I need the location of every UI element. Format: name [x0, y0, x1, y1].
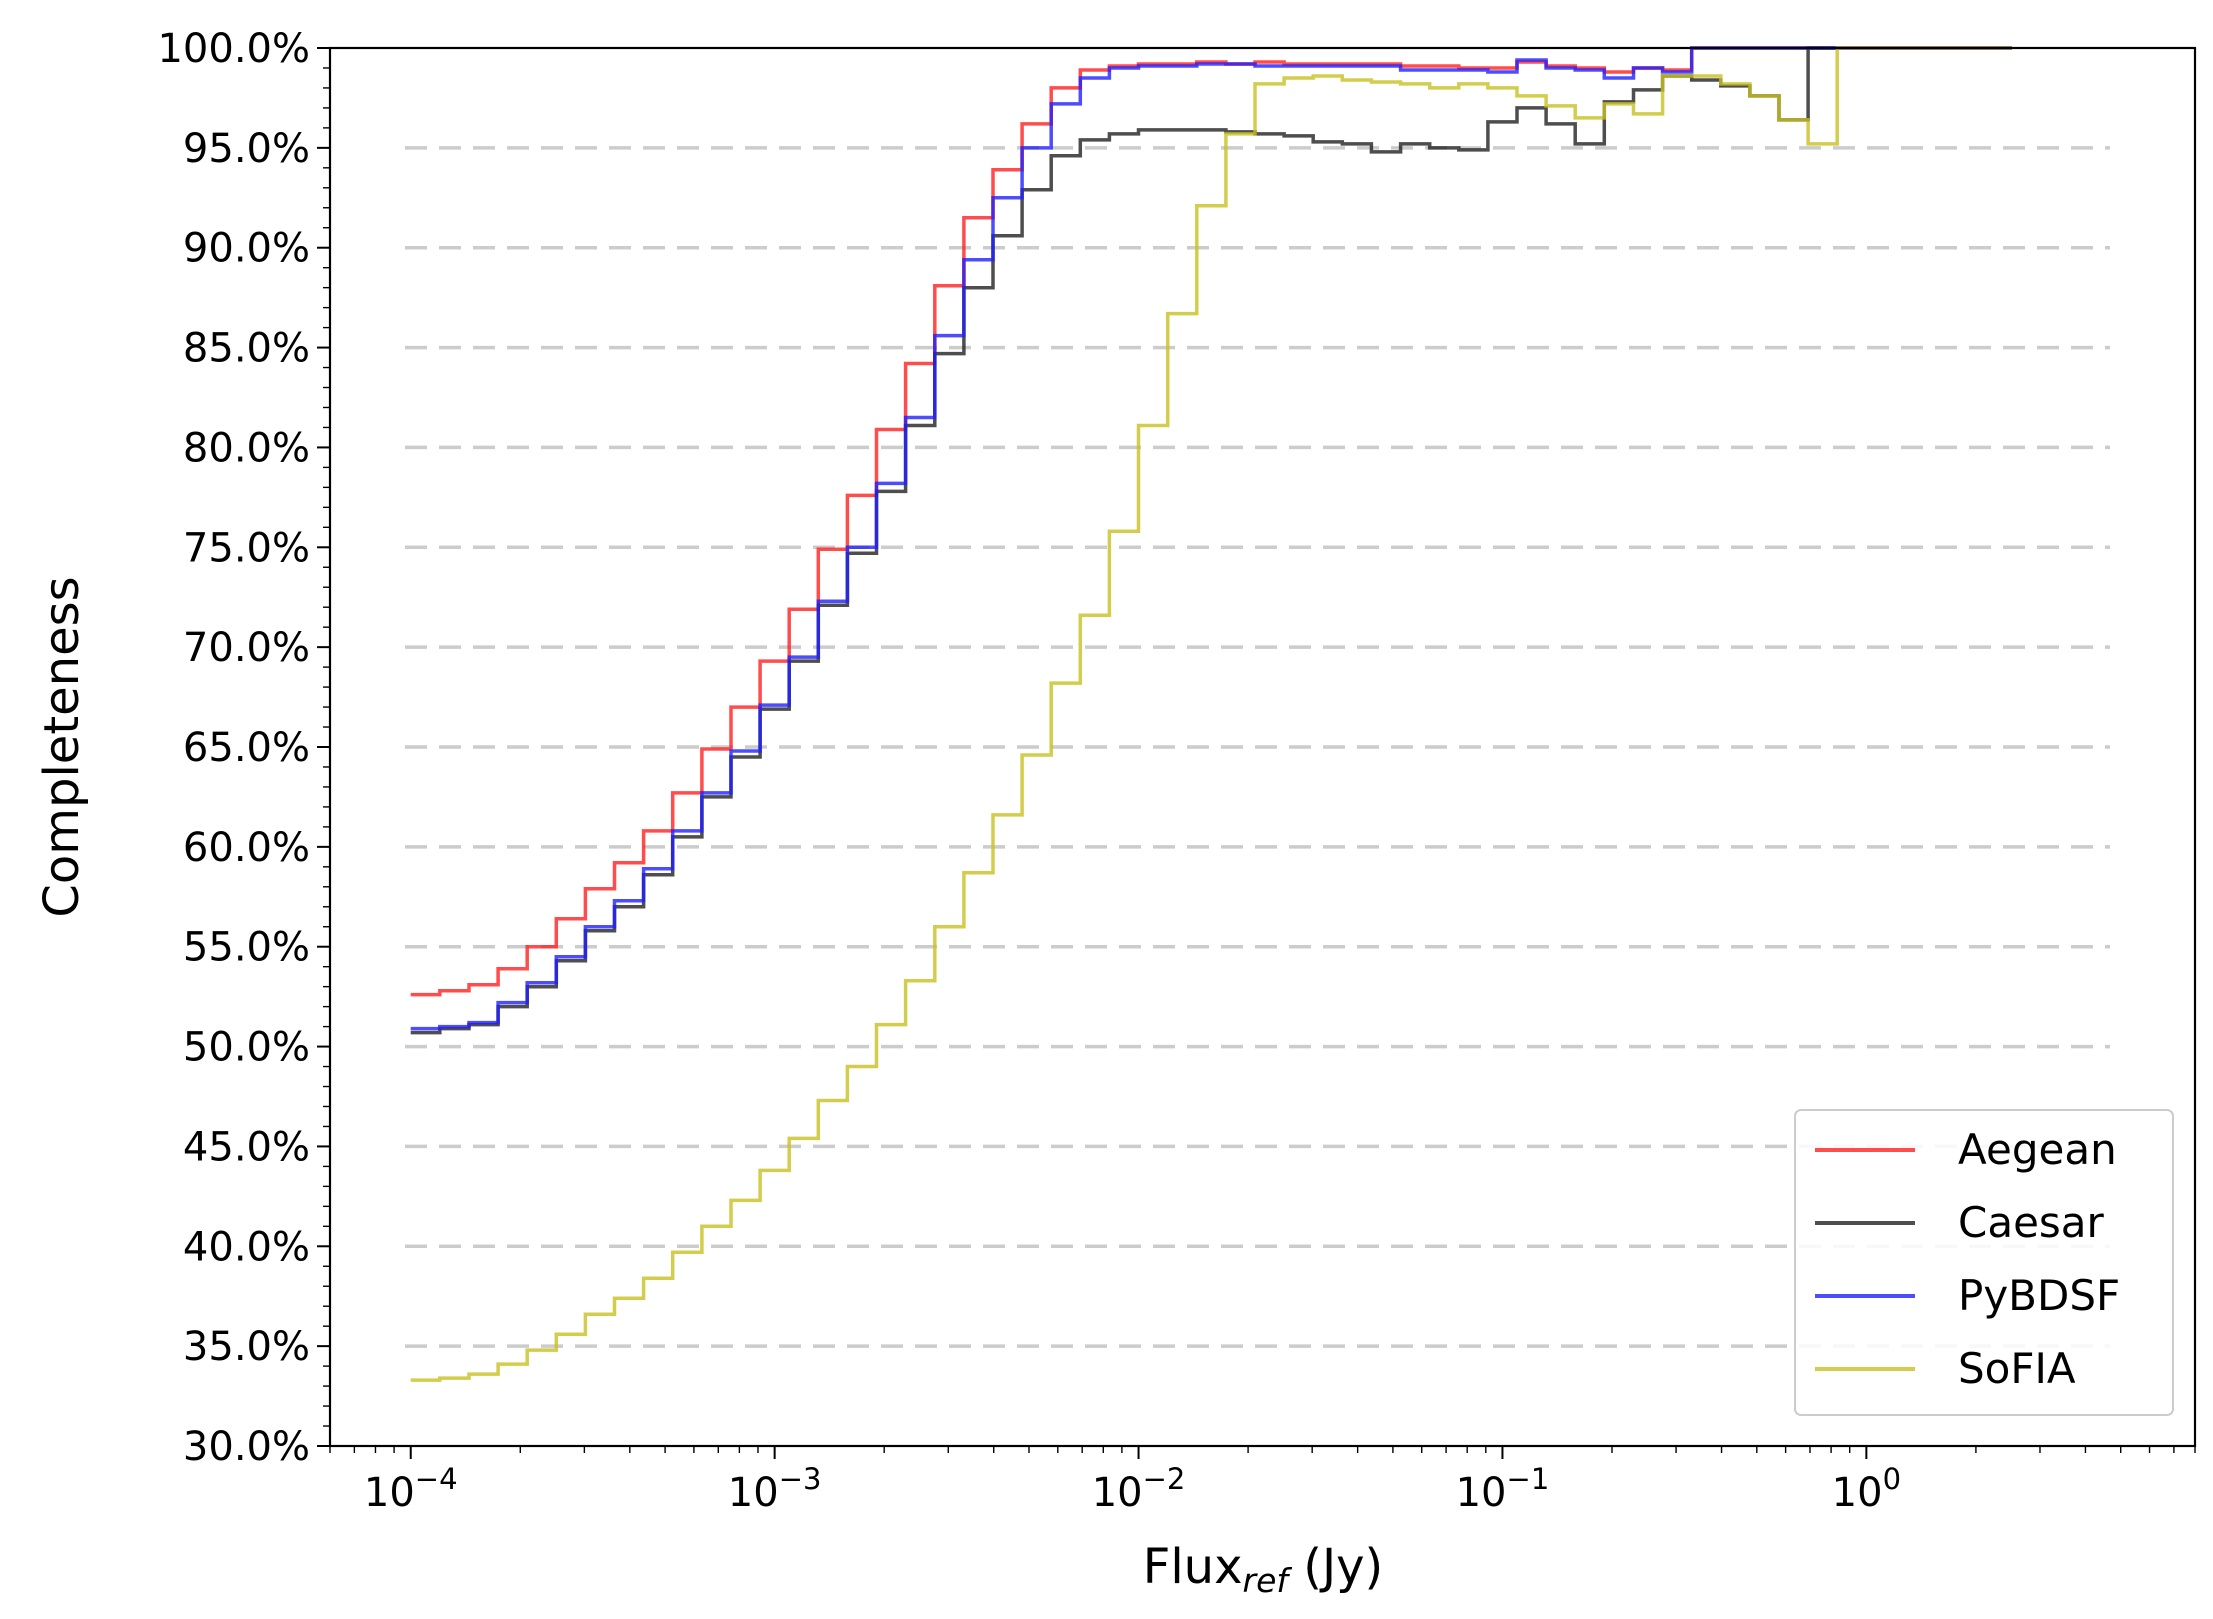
legend-label-aegean: Aegean: [1958, 1125, 2117, 1174]
y-tick-label: 35.0%: [183, 1324, 310, 1370]
y-tick-label: 75.0%: [183, 525, 310, 571]
x-tick-label: 100: [1832, 1462, 1901, 1516]
x-axis-title-subscript: ref: [1243, 1561, 1293, 1600]
y-tick-label: 95.0%: [183, 126, 310, 172]
legend: Aegean Caesar PyBDSF SoFIA: [1794, 1109, 2174, 1416]
y-tick-label: 70.0%: [183, 625, 310, 671]
x-tick-label: 10−4: [364, 1462, 458, 1516]
y-tick-label: 80.0%: [183, 425, 310, 471]
y-gridlines: [405, 146, 2110, 1348]
x-tick-label: 10−2: [1092, 1462, 1186, 1516]
y-tick-label: 85.0%: [183, 326, 310, 372]
series-line-sofia: [410, 46, 2012, 1382]
x-tick-label: 10−3: [728, 1462, 822, 1516]
y-tick-label: 55.0%: [183, 925, 310, 971]
y-tick-label: 40.0%: [183, 1224, 310, 1270]
y-tick-label: 100.0%: [157, 26, 310, 72]
x-axis-title: Fluxref (Jy): [1143, 1539, 1384, 1600]
legend-label-pybdsf: PyBDSF: [1958, 1271, 2120, 1320]
y-tick-label: 45.0%: [183, 1124, 310, 1170]
legend-label-sofia: SoFIA: [1958, 1344, 2076, 1393]
legend-box: [1794, 1109, 2174, 1416]
legend-label-caesar: Caesar: [1958, 1198, 2105, 1247]
x-axis-ticks: 10−4 10−3 10−2 10−1 100: [329, 1446, 2196, 1516]
x-axis-title-unit: (Jy): [1288, 1539, 1383, 1595]
x-tick-label: 10−1: [1456, 1462, 1550, 1516]
y-axis-title: Completeness: [34, 576, 90, 917]
y-tick-label: 30.0%: [183, 1424, 310, 1470]
series-lines: [410, 46, 2012, 1382]
x-axis-title-main: Flux: [1143, 1539, 1243, 1595]
y-tick-label: 90.0%: [183, 226, 310, 272]
y-tick-label: 50.0%: [183, 1025, 310, 1071]
y-tick-label: 65.0%: [183, 725, 310, 771]
y-axis-ticks: 30.0% 35.0% 40.0% 45.0% 50.0% 55.0% 60.0% 65.0%…: [157, 26, 330, 1470]
y-tick-label: 60.0%: [183, 825, 310, 871]
series-line-pybdsf: [410, 46, 2012, 1031]
